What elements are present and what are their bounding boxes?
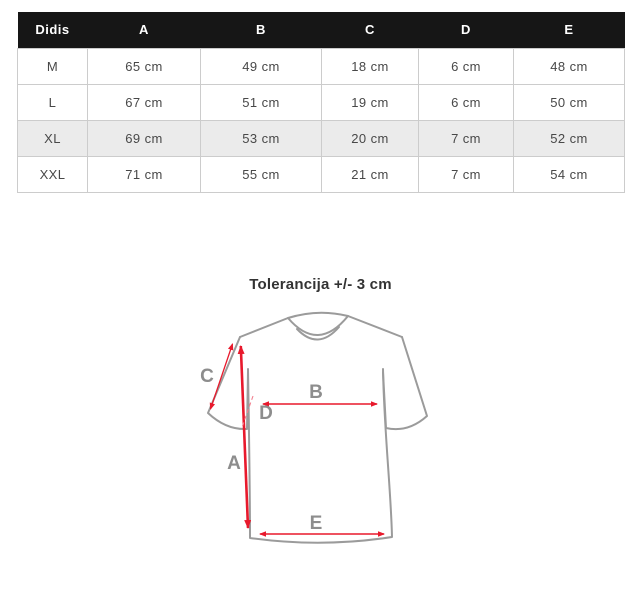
size-cell: XXL: [17, 155, 88, 193]
measurement-arrows: [209, 343, 385, 537]
measurement-cell: 49 cm: [200, 47, 322, 85]
arrow-a: [237, 345, 252, 529]
measurement-cell: 19 cm: [321, 83, 419, 121]
table-row: XL 69 cm 53 cm 20 cm 7 cm 52 cm: [17, 119, 625, 157]
size-cell: L: [17, 83, 88, 121]
header-cell-b: B: [200, 12, 322, 48]
measurement-cell: 53 cm: [200, 119, 322, 157]
label-a: A: [227, 453, 241, 474]
measurement-cell: 21 cm: [321, 155, 419, 193]
measurement-cell: 51 cm: [200, 83, 322, 121]
header-cell-c: C: [321, 12, 419, 48]
measurement-cell: 6 cm: [418, 47, 514, 85]
arrow-c: [209, 343, 234, 410]
measurement-cell: 48 cm: [513, 47, 625, 85]
measurement-cell: 69 cm: [87, 119, 201, 157]
header-cell-e: E: [513, 12, 625, 48]
size-cell: M: [17, 47, 88, 85]
measurement-cell: 18 cm: [321, 47, 419, 85]
label-b: B: [309, 382, 323, 403]
header-cell-a: A: [87, 12, 201, 48]
size-cell: XL: [17, 119, 88, 157]
right-sleeve: [382, 336, 428, 431]
header-cell-d: D: [418, 12, 514, 48]
left-shoulder-line: [239, 317, 289, 338]
measurement-cell: 54 cm: [513, 155, 625, 193]
tshirt-measurement-diagram: C A B D E: [200, 311, 428, 544]
size-table-body: M 65 cm 49 cm 18 cm 6 cm 48 cm L 67 cm 51 cm 19 c…: [17, 47, 625, 193]
tolerance-note: Tolerancija +/- 3 cm: [249, 276, 392, 293]
measurement-cell: 7 cm: [418, 119, 514, 157]
tshirt-outline: [207, 311, 428, 544]
measurement-cell: 67 cm: [87, 83, 201, 121]
header-cell-size: Didis: [17, 12, 88, 48]
collar-front-line: [287, 315, 349, 336]
right-shoulder-line: [347, 315, 403, 338]
measurement-cell: 71 cm: [87, 155, 201, 193]
collar-seam-line: [296, 326, 340, 341]
measurement-cell: 7 cm: [418, 155, 514, 193]
header-row: Didis A B C D E: [17, 12, 625, 48]
dimension-labels: C A B D E: [200, 366, 323, 534]
table-row: M 65 cm 49 cm 18 cm 6 cm 48 cm: [17, 47, 625, 85]
collar-back-line: [287, 311, 349, 319]
measurement-cell: 65 cm: [87, 47, 201, 85]
table-row: L 67 cm 51 cm 19 cm 6 cm 50 cm: [17, 83, 625, 121]
label-e: E: [310, 513, 323, 534]
size-chart: Didis A B C D E M 65 cm 49 cm 18 cm 6 cm 48 c…: [17, 12, 625, 193]
measurement-cell: 55 cm: [200, 155, 322, 193]
size-table-header: Didis A B C D E: [17, 12, 625, 48]
measurement-cell: 20 cm: [321, 119, 419, 157]
label-d: D: [259, 403, 273, 424]
table-row: XXL 71 cm 55 cm 21 cm 7 cm 54 cm: [17, 155, 625, 193]
measurement-cell: 50 cm: [513, 83, 625, 121]
measurement-cell: 52 cm: [513, 119, 625, 157]
size-table: Didis A B C D E M 65 cm 49 cm 18 cm 6 cm 48 c…: [17, 12, 625, 193]
arrow-d-dashed: [241, 395, 254, 427]
measurement-cell: 6 cm: [418, 83, 514, 121]
label-c: C: [200, 366, 214, 387]
